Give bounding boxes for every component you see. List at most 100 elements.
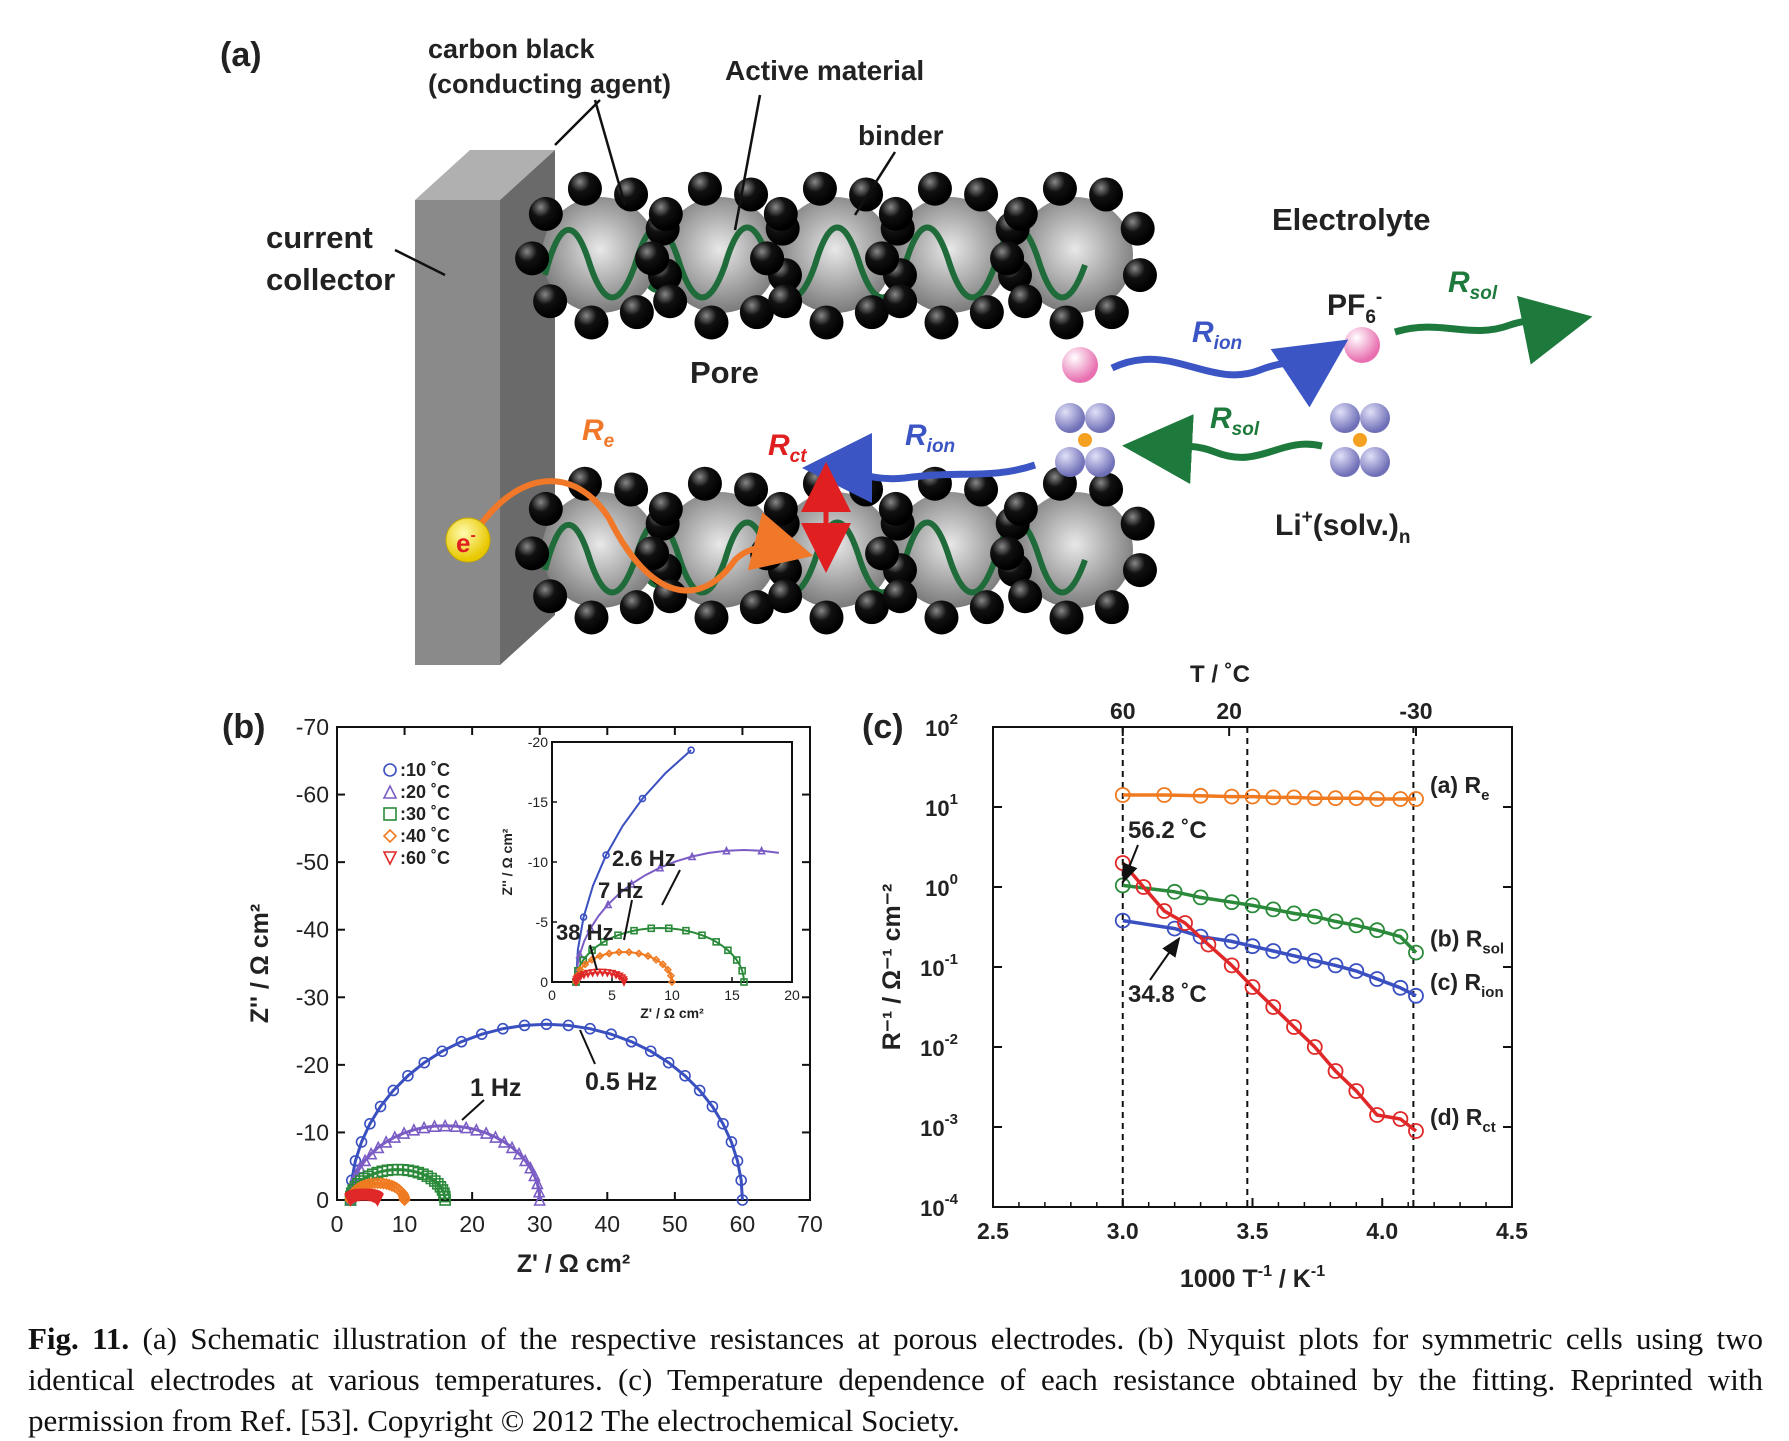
pf6-ion-in-pore (1062, 347, 1098, 383)
re-electron-path (467, 478, 814, 594)
inset-x-tick-label: 0 (548, 987, 556, 1003)
active-material-label: Active material (725, 55, 924, 86)
data-point (602, 851, 610, 859)
data-point (1265, 943, 1282, 959)
data-point (1223, 788, 1240, 805)
series-line (349, 1193, 379, 1201)
data-point (1177, 915, 1193, 931)
annot-05hz-leader (579, 1029, 596, 1065)
data-point (1369, 791, 1385, 807)
data-point (1327, 1063, 1344, 1079)
inset-series-line (575, 848, 780, 983)
carbon-black-particle (515, 241, 550, 276)
nyquist-inset-axes: 0 5 10 15 20 0 -5 -10 -15 -20 Z' / Ω cm² Z'' / Ω cm… (499, 734, 800, 1021)
carbon-black-particle (750, 536, 785, 571)
data-point (1348, 1083, 1365, 1099)
carbon-black-particle (883, 284, 918, 319)
data-point (1286, 789, 1302, 806)
annot-7hz: 7 Hz (598, 878, 643, 903)
data-point (1348, 790, 1365, 807)
top-axis-label: T / ˚C (1190, 661, 1250, 688)
carbon-black-particle (1003, 196, 1038, 231)
data-point (1369, 1107, 1385, 1123)
carbon-black-particle (883, 579, 918, 614)
plot-frame (992, 726, 1513, 1208)
carbon-leader-1 (593, 99, 627, 206)
data-point (1192, 889, 1209, 906)
y-tick-label: -60 (296, 782, 329, 808)
carbon-black-particle (648, 196, 683, 231)
current-label: current (266, 220, 373, 255)
data-point (687, 746, 695, 754)
arrhenius-series: (a) Re (b) Rsol (c) Rion (d) Rct (1114, 772, 1504, 1139)
carbon-black-particle (635, 241, 670, 276)
y-tick-label: 100 (925, 871, 958, 901)
carbon-black-particle (854, 295, 889, 330)
carbon-black-particle (1042, 171, 1077, 206)
series-line (1122, 793, 1416, 801)
figure-caption: Fig. 11. (a) Schematic illustration of t… (28, 1318, 1763, 1441)
data-point (662, 1056, 675, 1069)
carbon-black-particle (878, 491, 913, 526)
carbon-black-particle (687, 171, 722, 206)
carbon-black-particle (878, 196, 913, 231)
x-tick-label: 0 (331, 1211, 344, 1237)
binder-label: binder (858, 120, 944, 151)
x-tick-label: 2.5 (977, 1218, 1009, 1244)
current-collector (415, 200, 500, 665)
x-tick-label: 70 (797, 1211, 823, 1237)
data-point (603, 899, 613, 909)
rsol-label-right: Rsol (1448, 266, 1498, 304)
data-point (1244, 788, 1261, 805)
inset-series-line (575, 926, 745, 983)
carbon-black-particle (849, 177, 884, 212)
carbon-black-particle (917, 171, 952, 206)
carbon-black-particle (1003, 491, 1038, 526)
data-point (599, 938, 608, 946)
carbon-black-particle (802, 466, 837, 501)
x-tick-label: 4.0 (1366, 1218, 1398, 1244)
carbon-black-particle (619, 295, 654, 330)
data-point (1408, 1123, 1424, 1139)
data-point (1392, 791, 1409, 807)
series-label: (d) Rct (1430, 1104, 1496, 1136)
carbon-black-particle (763, 491, 798, 526)
conducting-agent-label: (conducting agent) (428, 69, 671, 99)
data-point (1392, 1111, 1409, 1127)
carbon-black-particle (694, 305, 729, 340)
carbon-black-particle (1089, 177, 1124, 212)
panel-a-label: (a) (220, 36, 262, 74)
carbon-black-particle (574, 600, 609, 635)
y-tick-label: -40 (296, 917, 329, 943)
data-point (512, 1146, 526, 1160)
carbon-black-label: carbon black (428, 34, 596, 64)
carbon-black-particle (1049, 305, 1084, 340)
carbon-black-particle (734, 472, 769, 507)
carbon-black-particle (750, 241, 785, 276)
top-tick-label: 60 (1110, 698, 1136, 724)
carbon-black-particle (1122, 258, 1157, 293)
data-point (374, 1100, 387, 1113)
data-point (1135, 879, 1152, 895)
li-solvated-ion (1330, 403, 1390, 477)
carbon-black-particle (619, 590, 654, 625)
li-solv-label: Li+(solv.)n (1275, 507, 1411, 548)
carbon-leader-2 (554, 99, 601, 146)
data-point (706, 1100, 719, 1113)
carbon-black-particle (533, 579, 568, 614)
data-point (358, 1153, 372, 1167)
carbon-black-particle (528, 196, 563, 231)
data-point (712, 938, 721, 946)
rsol-arrow-left (1122, 414, 1323, 485)
carbon-black-particle (694, 600, 729, 635)
x-tick-label: 50 (662, 1211, 688, 1237)
pf6-ion (1344, 327, 1380, 363)
carbon-black-particle (924, 305, 959, 340)
annot-1hz-leader (461, 1099, 485, 1121)
legend-entry: :60 ˚C (400, 848, 450, 868)
annot-56c-arrow (1122, 844, 1139, 884)
inset-x-tick-label: 20 (784, 987, 800, 1003)
annot-05hz: 0.5 Hz (585, 1068, 657, 1096)
carbon-black-particle (1089, 472, 1124, 507)
series-line (1122, 883, 1418, 954)
